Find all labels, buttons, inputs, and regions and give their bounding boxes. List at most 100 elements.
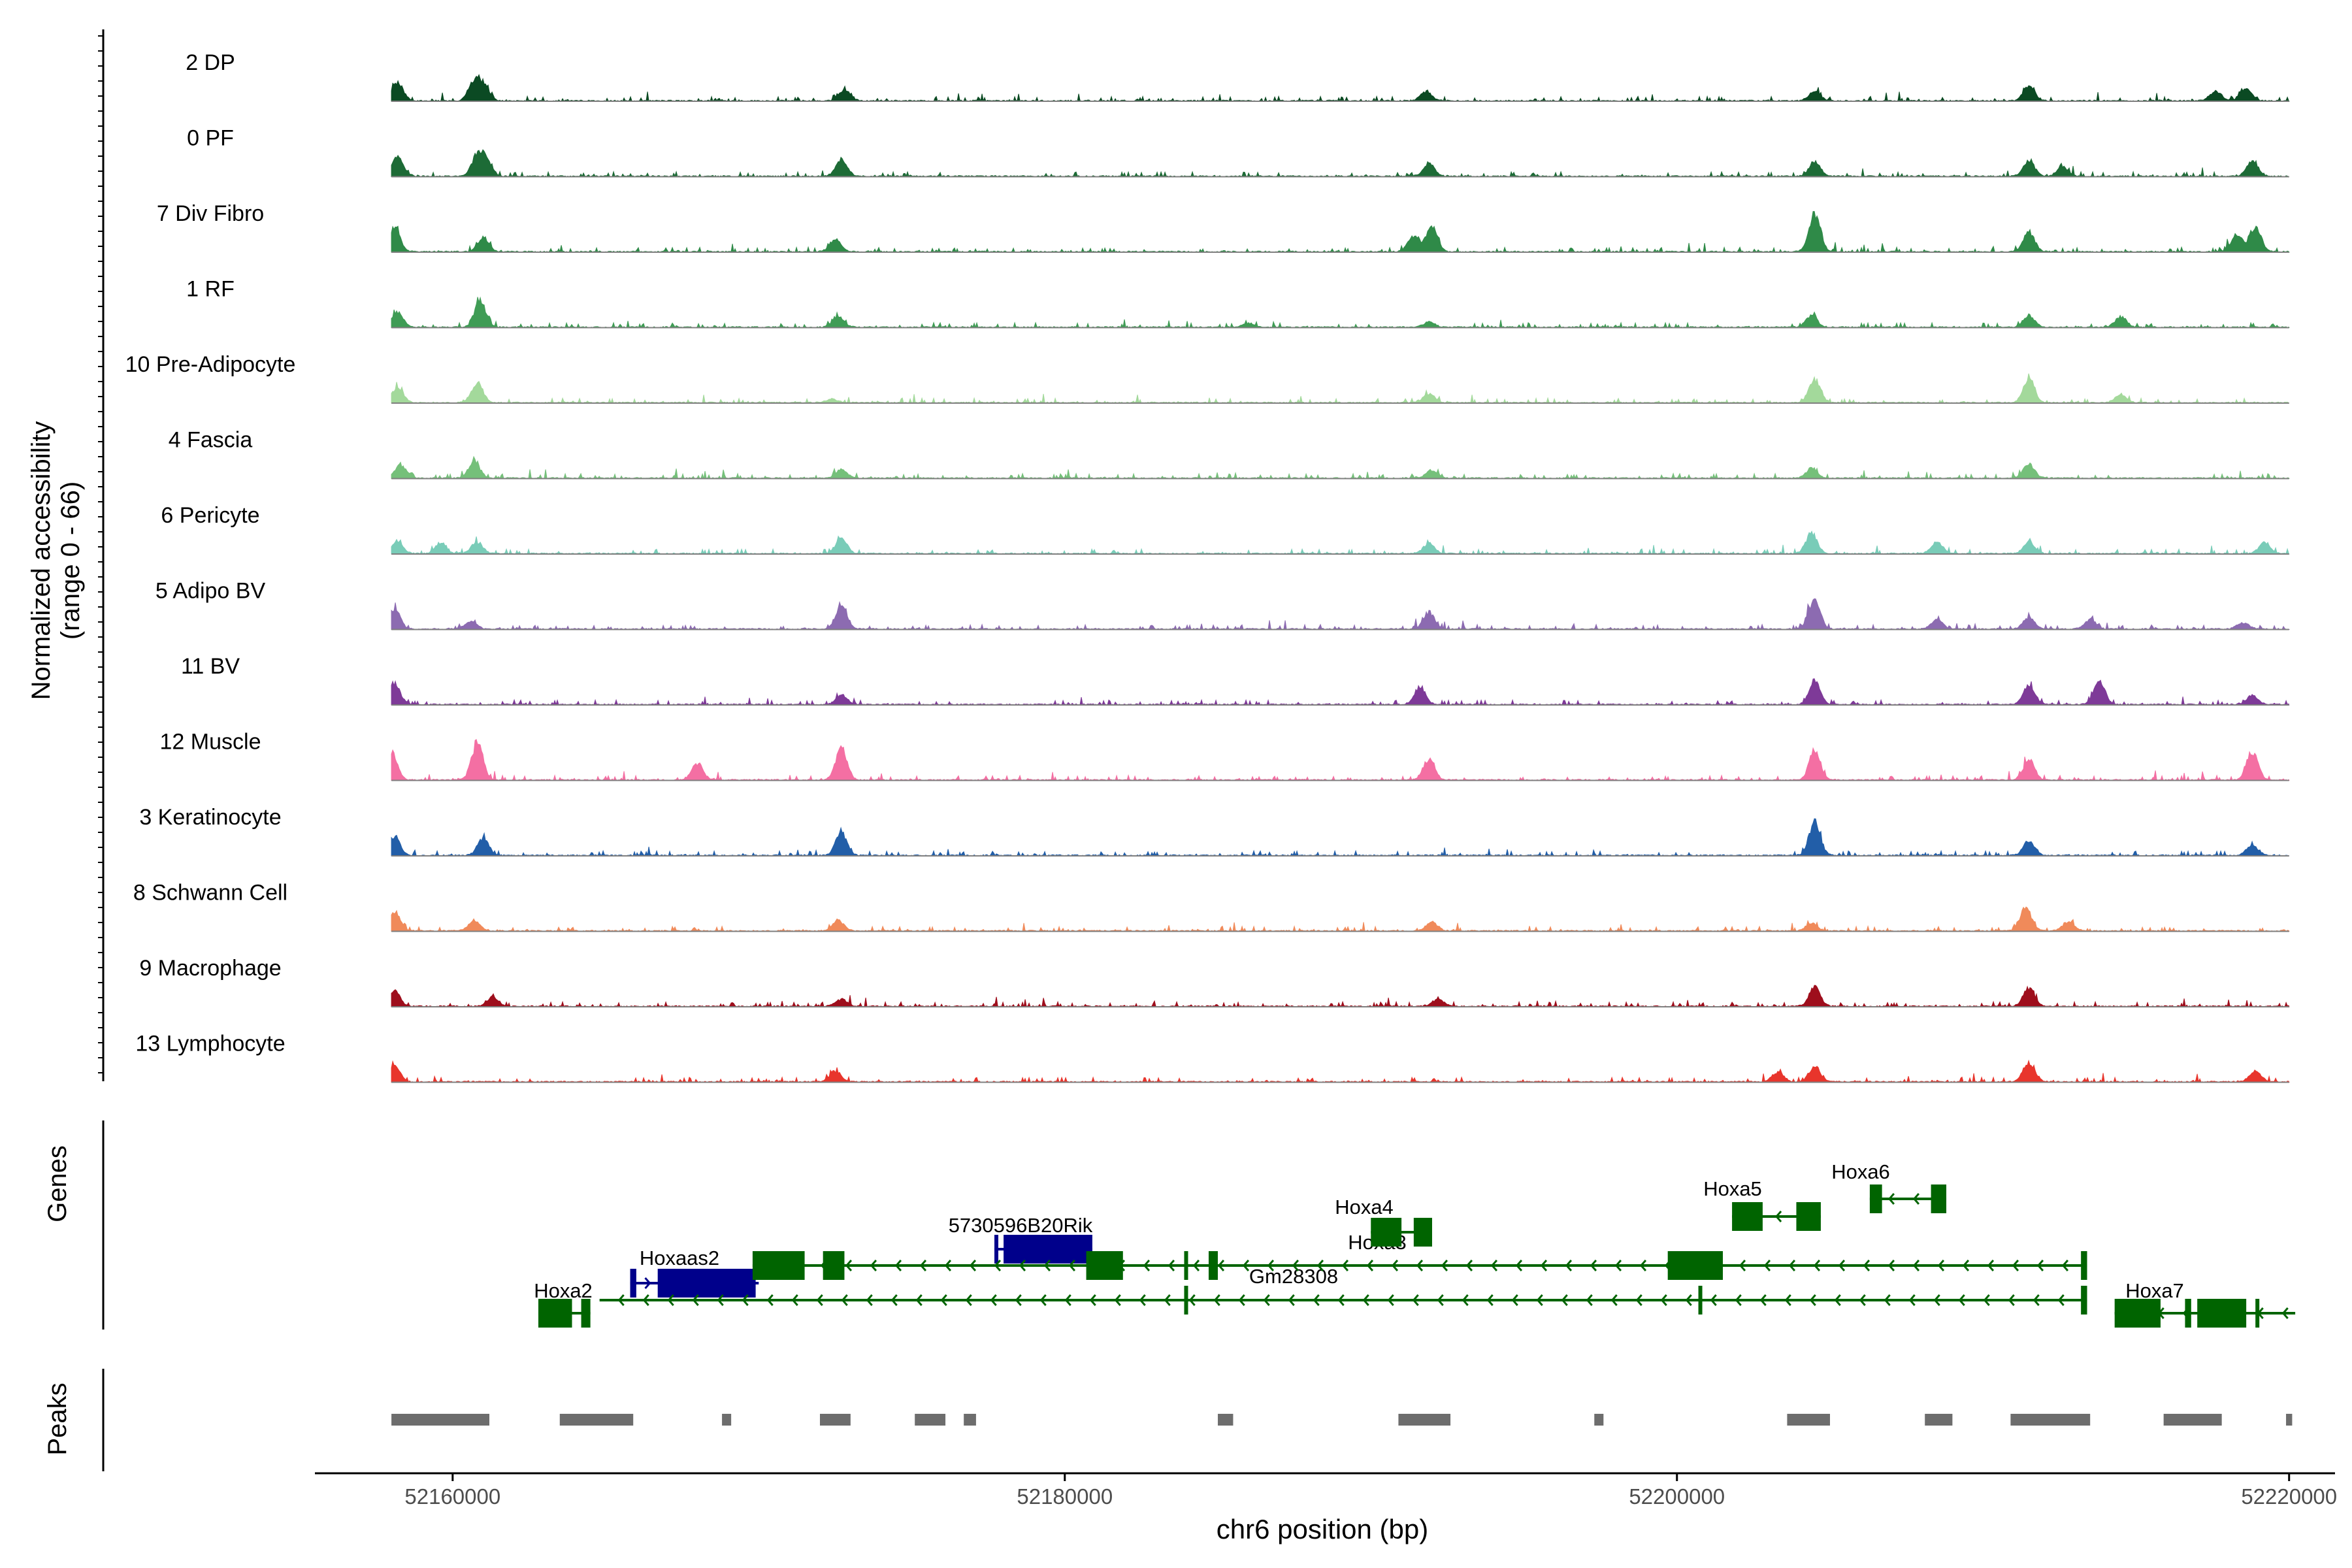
coverage-area xyxy=(391,74,2290,103)
strand-arrow-icon xyxy=(1937,1260,1945,1271)
strand-arrow-icon xyxy=(667,1294,674,1306)
track-label: 9 Macrophage xyxy=(139,956,281,981)
x-axis-label: chr6 position (bp) xyxy=(1217,1514,1429,1544)
peak-region xyxy=(2010,1414,2091,1426)
strand-arrow-icon xyxy=(2033,1294,2040,1306)
strand-arrow-icon xyxy=(1490,1260,1498,1271)
gene-exon xyxy=(1004,1235,1092,1264)
track-label: 6 Pericyte xyxy=(161,503,259,528)
strand-arrow-icon xyxy=(1863,1260,1870,1271)
strand-arrow-icon xyxy=(1809,1294,1816,1306)
strand-arrow-icon xyxy=(1565,1260,1573,1271)
strand-arrow-icon xyxy=(1685,1294,1692,1306)
track-3-keratinocyte: 3 Keratinocyte xyxy=(139,805,2289,857)
peak-region xyxy=(1787,1414,1830,1426)
strand-arrow-icon xyxy=(1465,1260,1473,1271)
track-label: 4 Fascia xyxy=(169,428,253,453)
peak-region xyxy=(559,1414,634,1426)
gene-label: Gm28308 xyxy=(1249,1265,1338,1288)
coverage-area xyxy=(391,598,2290,631)
strand-arrow-icon xyxy=(1536,1294,1543,1306)
coverage-area xyxy=(391,985,2290,1008)
gene-hoxa5: Hoxa5 xyxy=(1703,1177,1821,1231)
peak-regions-track xyxy=(102,1369,2293,1471)
gene-exon xyxy=(2185,1299,2191,1328)
gene-exon xyxy=(1086,1251,1123,1280)
gene-exon xyxy=(2255,1299,2260,1328)
track-label: 7 Div Fibro xyxy=(157,201,264,226)
strand-arrow-icon xyxy=(1039,1294,1047,1306)
y-axis xyxy=(98,29,105,1081)
strand-arrow-icon xyxy=(2008,1294,2015,1306)
gene-hoxa7: Hoxa7 xyxy=(2114,1279,2296,1328)
track-10-pre-adipocyte: 10 Pre-Adipocyte xyxy=(125,352,2289,404)
strand-arrow-icon xyxy=(1859,1294,1866,1306)
track-8-schwann-cell: 8 Schwann Cell xyxy=(133,881,2290,933)
gene-exon xyxy=(630,1269,636,1298)
strand-arrow-icon xyxy=(1043,1260,1051,1271)
strand-arrow-icon xyxy=(1660,1294,1667,1306)
strand-arrow-icon xyxy=(965,1294,972,1306)
gene-5730596b20rik: 5730596B20Rik xyxy=(949,1214,1093,1264)
genes-track-label: Genes xyxy=(43,1145,72,1222)
strand-arrow-icon xyxy=(969,1260,977,1271)
gene-hoxa6: Hoxa6 xyxy=(1831,1160,1947,1213)
strand-arrow-icon xyxy=(1912,1193,1920,1205)
coverage-area xyxy=(391,373,2289,404)
strand-arrow-icon xyxy=(2057,1294,2065,1306)
strand-arrow-icon xyxy=(2061,1260,2069,1271)
strand-arrow-icon xyxy=(994,1260,1002,1271)
peak-region xyxy=(1594,1414,1604,1426)
strand-arrow-icon xyxy=(990,1294,997,1306)
gene-exon xyxy=(1371,1218,1402,1247)
strand-arrow-icon xyxy=(1217,1260,1225,1271)
track-label: 3 Keratinocyte xyxy=(139,805,281,830)
strand-arrow-icon xyxy=(1834,1294,1841,1306)
strand-arrow-icon xyxy=(894,1260,902,1271)
strand-arrow-icon xyxy=(692,1294,699,1306)
strand-arrow-icon xyxy=(644,1277,651,1289)
gene-exon xyxy=(657,1269,756,1298)
peak-region xyxy=(391,1414,490,1426)
strand-arrow-icon xyxy=(1242,1260,1250,1271)
strand-arrow-icon xyxy=(1735,1294,1742,1306)
strand-arrow-icon xyxy=(1610,1294,1618,1306)
strand-arrow-icon xyxy=(1912,1260,1920,1271)
strand-arrow-icon xyxy=(1838,1260,1846,1271)
track-label: 0 PF xyxy=(187,126,234,151)
strand-arrow-icon xyxy=(845,1260,853,1271)
strand-arrow-icon xyxy=(1788,1260,1796,1271)
strand-arrow-icon xyxy=(1437,1294,1444,1306)
gene-label: Hoxa2 xyxy=(534,1279,593,1302)
track-7-div-fibro: 7 Div Fibro xyxy=(157,201,2290,253)
coverage-area xyxy=(391,149,2289,178)
strand-arrow-icon xyxy=(1784,1294,1791,1306)
strand-arrow-icon xyxy=(1635,1294,1642,1306)
gene-unnamed-transcript xyxy=(752,1251,2087,1280)
gene-exon xyxy=(581,1299,591,1328)
strand-arrow-icon xyxy=(1486,1294,1494,1306)
strand-arrow-icon xyxy=(1515,1260,1523,1271)
peak-region xyxy=(1925,1414,1953,1426)
gene-label: Hoxa6 xyxy=(1831,1160,1890,1183)
strand-arrow-icon xyxy=(1387,1294,1394,1306)
strand-arrow-icon xyxy=(1015,1294,1022,1306)
track-label: 10 Pre-Adipocyte xyxy=(125,352,296,377)
strand-arrow-icon xyxy=(1775,1211,1782,1222)
gene-exon xyxy=(1667,1251,1723,1280)
strand-arrow-icon xyxy=(1511,1294,1518,1306)
strand-arrow-icon xyxy=(1019,1260,1026,1271)
strand-arrow-icon xyxy=(1639,1260,1647,1271)
strand-arrow-icon xyxy=(841,1294,848,1306)
coverage-area xyxy=(391,739,2290,781)
strand-arrow-icon xyxy=(1933,1294,1940,1306)
peak-region xyxy=(1218,1414,1233,1426)
strand-arrow-icon xyxy=(1313,1294,1320,1306)
x-tick-label: 52200000 xyxy=(1629,1484,1725,1509)
x-tick-label: 52220000 xyxy=(2241,1484,2337,1509)
strand-arrow-icon xyxy=(2036,1260,2044,1271)
coverage-area xyxy=(391,678,2290,706)
strand-arrow-icon xyxy=(1441,1260,1448,1271)
gene-exon xyxy=(1796,1202,1821,1231)
track-1-rf: 1 RF xyxy=(186,277,2290,329)
